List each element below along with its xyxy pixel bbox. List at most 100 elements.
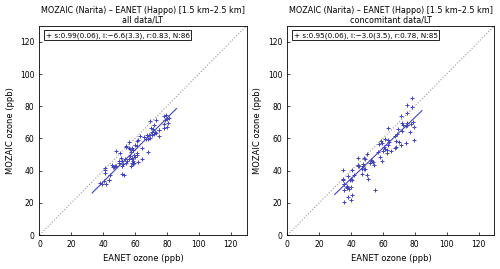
Point xyxy=(360,167,368,172)
Point xyxy=(348,193,356,197)
Point xyxy=(126,154,134,158)
Point xyxy=(391,146,399,150)
Point xyxy=(348,168,356,172)
Point xyxy=(160,114,168,118)
Point xyxy=(136,134,144,139)
Point xyxy=(146,118,154,123)
Point xyxy=(122,159,130,163)
Point xyxy=(392,144,400,149)
Point xyxy=(102,165,110,170)
Point xyxy=(163,125,171,129)
Point xyxy=(126,150,134,154)
Point xyxy=(380,148,388,153)
Point xyxy=(403,123,411,127)
Point xyxy=(118,162,126,166)
Point xyxy=(409,120,417,124)
Point xyxy=(160,122,168,126)
Point xyxy=(344,185,351,189)
Point xyxy=(347,198,355,202)
Point xyxy=(106,173,114,178)
Point xyxy=(162,113,170,117)
Point xyxy=(122,160,130,165)
Point xyxy=(344,186,352,191)
Point xyxy=(125,157,133,161)
Point xyxy=(164,121,172,125)
Point xyxy=(370,163,378,167)
Point xyxy=(339,168,347,172)
Point xyxy=(376,155,384,159)
Point xyxy=(347,185,355,190)
Point xyxy=(378,159,386,163)
Point xyxy=(134,160,141,164)
Point xyxy=(120,173,128,178)
Point xyxy=(125,146,133,150)
Point xyxy=(130,153,138,157)
Point xyxy=(102,181,110,186)
Point xyxy=(356,164,364,168)
Point xyxy=(410,125,418,129)
Point xyxy=(346,177,354,182)
Point xyxy=(162,117,170,121)
Point xyxy=(145,132,153,137)
Point xyxy=(383,148,391,153)
Point xyxy=(366,160,374,165)
Text: + s:0.99(0.06), i:−6.6(3.3), r:0.83, N:86: + s:0.99(0.06), i:−6.6(3.3), r:0.83, N:8… xyxy=(46,32,190,38)
Point xyxy=(148,127,156,132)
Point xyxy=(101,171,109,175)
Point xyxy=(339,177,347,181)
Point xyxy=(146,136,154,140)
Point xyxy=(394,140,402,144)
Point xyxy=(398,129,406,133)
Point xyxy=(120,157,128,161)
Point xyxy=(128,161,136,165)
Point xyxy=(359,161,367,166)
Point xyxy=(128,164,136,168)
Point xyxy=(140,134,148,139)
Point xyxy=(408,95,416,100)
Point xyxy=(131,155,139,160)
Point xyxy=(384,126,392,130)
Point xyxy=(403,123,411,127)
Point xyxy=(112,148,120,153)
Point xyxy=(403,111,411,115)
Point xyxy=(380,147,388,151)
Point xyxy=(394,126,402,131)
Point xyxy=(344,174,352,178)
Point xyxy=(96,180,104,185)
Point xyxy=(392,139,400,143)
X-axis label: EANET ozone (ppb): EANET ozone (ppb) xyxy=(102,254,184,263)
Point xyxy=(162,118,170,122)
Point xyxy=(398,121,406,125)
Point xyxy=(340,182,348,186)
Point xyxy=(152,117,160,122)
Point xyxy=(130,148,138,153)
Point xyxy=(378,141,386,145)
Point xyxy=(360,155,368,160)
Point xyxy=(340,188,348,192)
Point xyxy=(410,138,418,142)
Point xyxy=(100,179,108,183)
Point xyxy=(343,184,351,189)
Point xyxy=(132,143,140,148)
Point xyxy=(402,123,410,128)
Point xyxy=(393,132,401,136)
Point xyxy=(343,186,351,190)
Point xyxy=(129,162,137,166)
Point xyxy=(146,126,154,130)
Point xyxy=(400,123,407,127)
Point xyxy=(134,137,142,142)
Point xyxy=(144,150,152,154)
Point xyxy=(354,164,362,168)
Point xyxy=(406,130,413,134)
Point xyxy=(115,161,123,165)
Point xyxy=(376,139,384,143)
Point xyxy=(384,138,392,142)
Point xyxy=(148,133,156,137)
Point xyxy=(129,159,137,163)
Point xyxy=(105,178,113,182)
Point xyxy=(380,136,388,141)
Point xyxy=(370,188,378,192)
Point xyxy=(131,143,139,147)
Point xyxy=(148,130,156,134)
Point xyxy=(404,121,411,125)
